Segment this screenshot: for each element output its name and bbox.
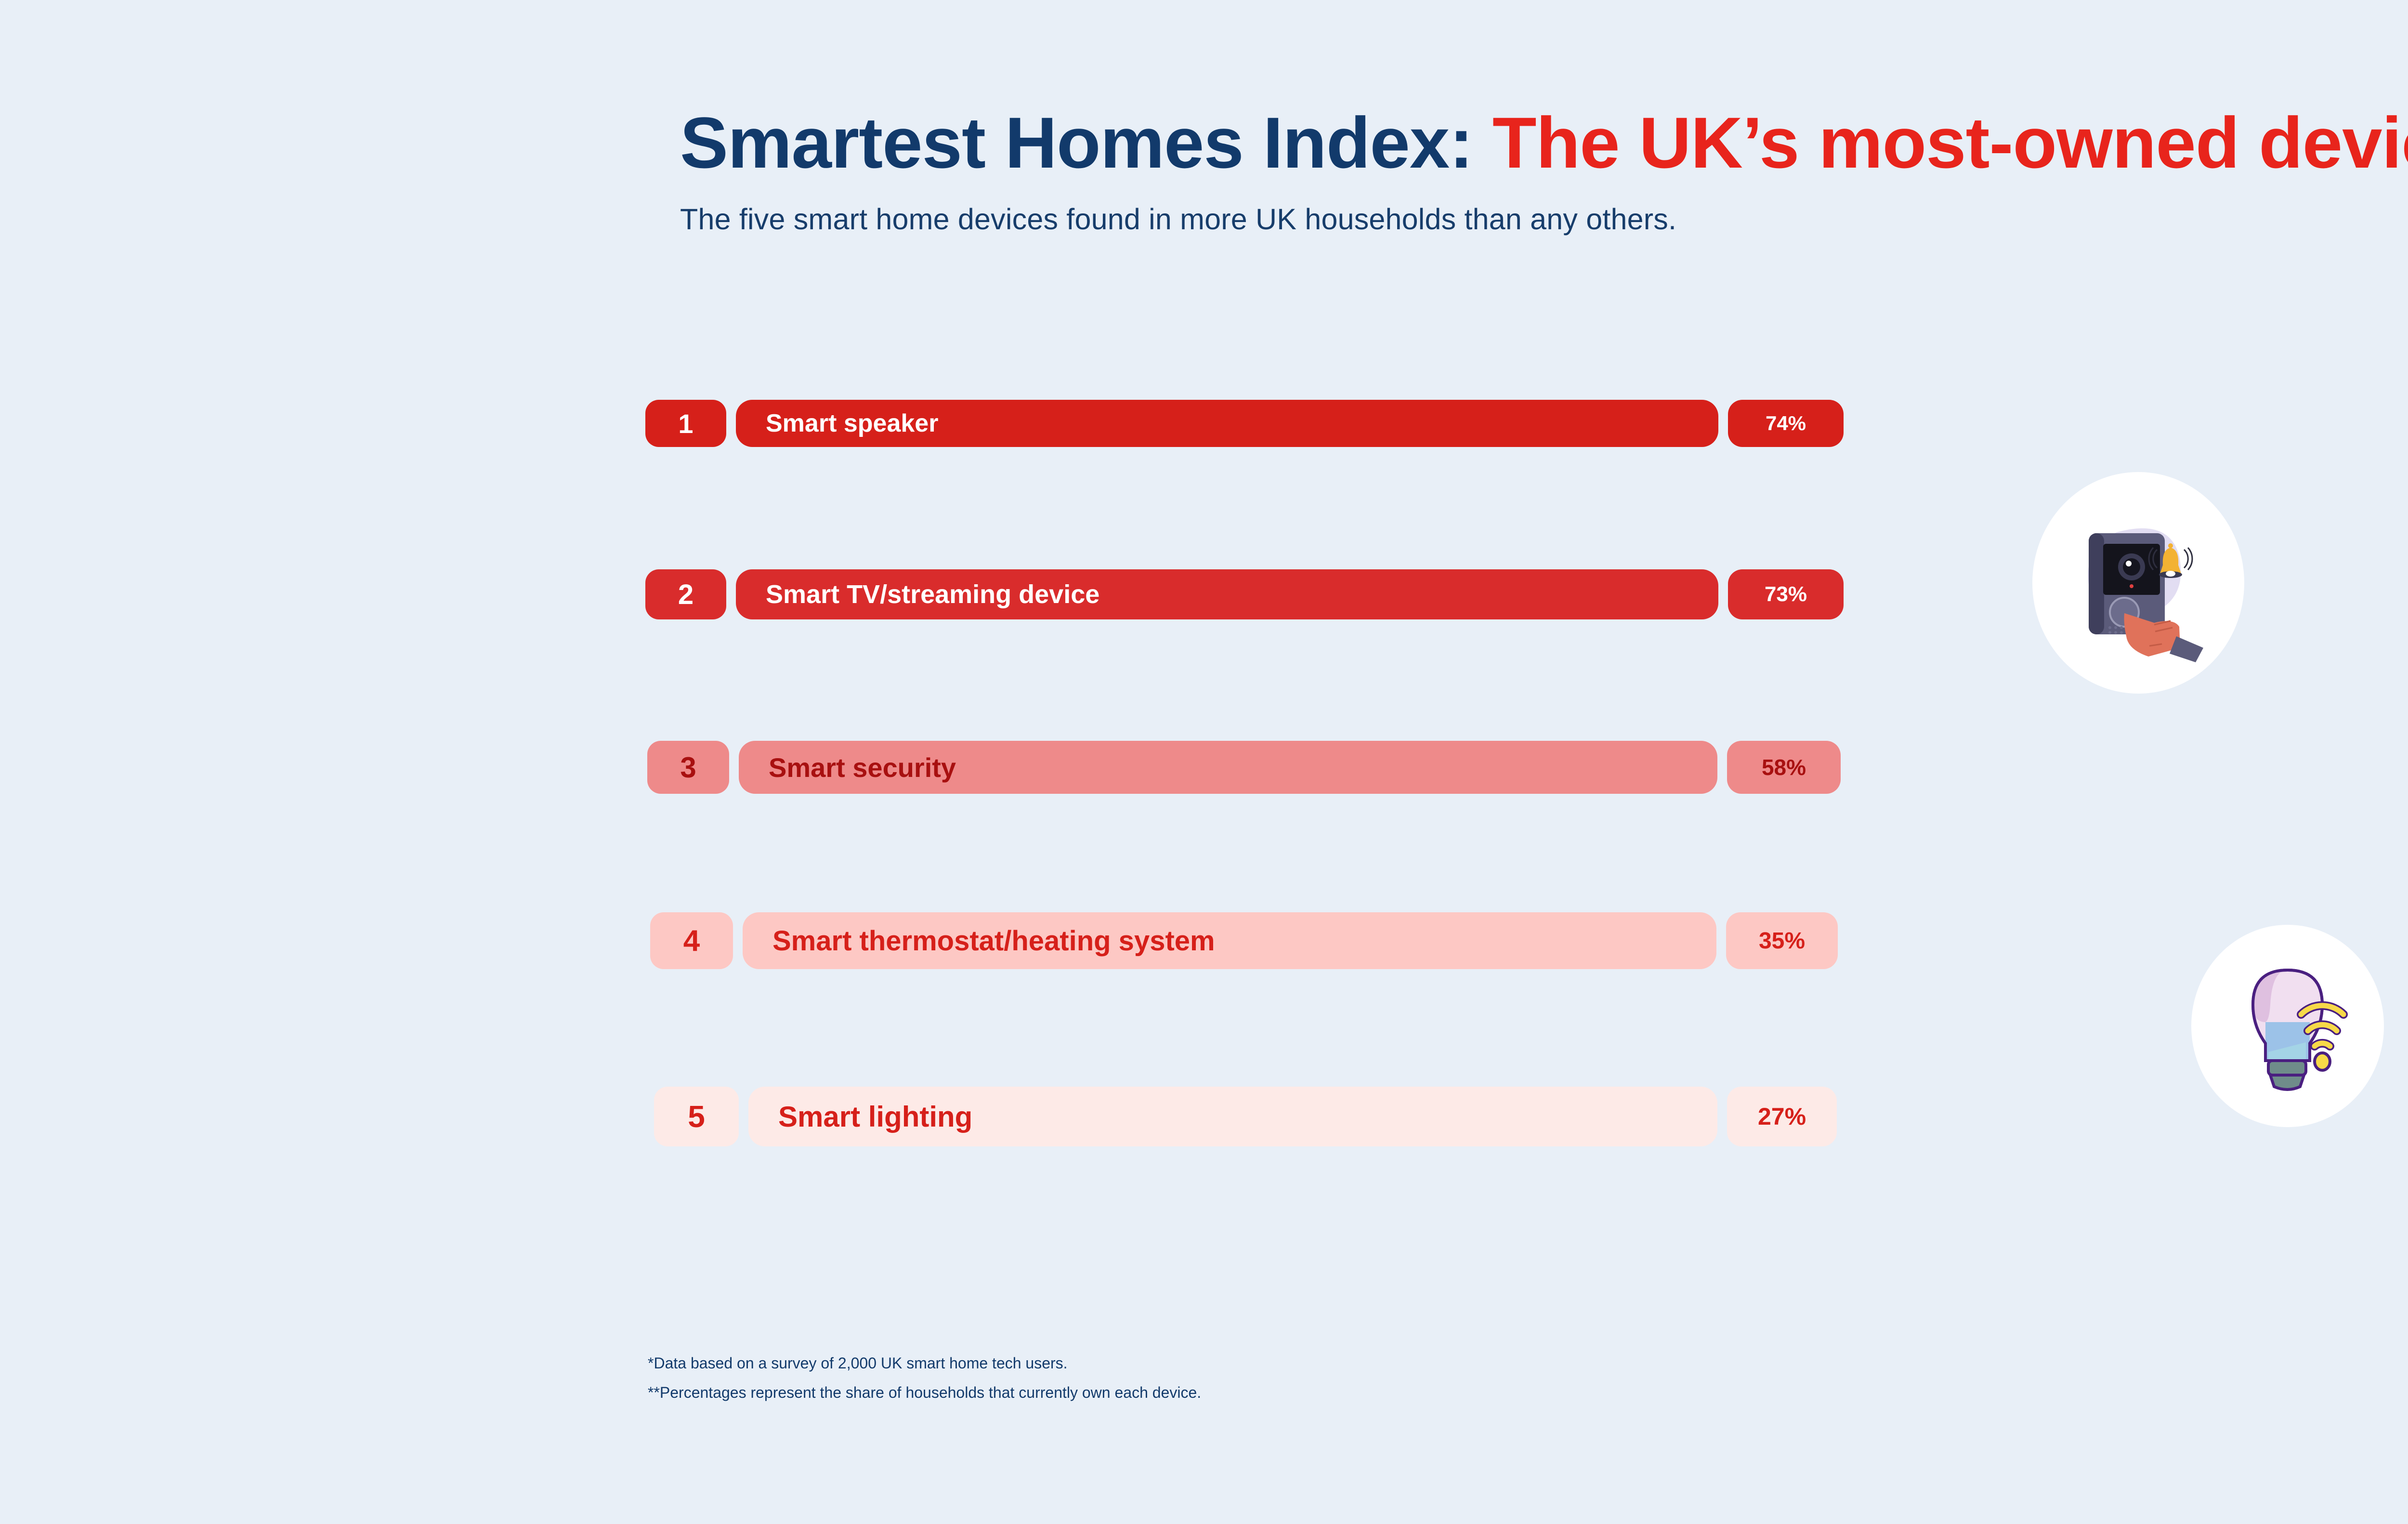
device-label: Smart thermostat/heating system [772, 925, 1215, 957]
percent-value: 27% [1757, 1103, 1806, 1130]
smart-bulb-icon [2251, 968, 2348, 1091]
ranking-row: 3 Smart security 58% [645, 741, 1841, 794]
footnote-2: **Percentages represent the share of hou… [648, 1383, 1202, 1401]
title-part-1: Smartest Homes Index: [680, 102, 1473, 183]
rank-number: 4 [683, 924, 700, 958]
percent-badge: 74% [1728, 400, 1844, 447]
device-bar: Smart speaker [736, 400, 1718, 447]
device-label: Smart lighting [778, 1100, 973, 1133]
percent-badge: 73% [1728, 569, 1844, 619]
page-subtitle: The five smart home devices found in mor… [680, 202, 1677, 236]
footnotes: *Data based on a survey of 2,000 UK smar… [648, 1349, 1201, 1407]
percent-value: 73% [1764, 582, 1807, 606]
percent-badge: 58% [1727, 741, 1841, 794]
rank-badge: 4 [650, 912, 733, 969]
rank-badge: 3 [647, 741, 729, 794]
page-title: Smartest Homes Index: The UK’s most-owne… [680, 105, 2408, 181]
rank-number: 5 [688, 1099, 705, 1134]
rank-badge: 2 [645, 569, 726, 619]
device-bar: Smart TV/streaming device [736, 569, 1718, 619]
video-doorbell-icon [2088, 528, 2203, 662]
ranking-row: 5 Smart lighting 27% [645, 1087, 1837, 1146]
rank-number: 3 [680, 751, 696, 784]
ranking-row: 1 Smart speaker 74% [645, 400, 1844, 447]
hand-icon [2124, 613, 2203, 662]
percent-badge: 35% [1726, 912, 1838, 969]
percent-badge: 27% [1727, 1087, 1837, 1146]
title-part-2: The UK’s most-owned devices [1492, 102, 2408, 183]
device-bar: Smart security [739, 741, 1717, 794]
rank-badge: 1 [645, 400, 726, 447]
percent-value: 58% [1761, 755, 1806, 780]
device-bar: Smart lighting [748, 1087, 1717, 1146]
smart-bulb-illustration [2191, 925, 2384, 1127]
video-doorbell-illustration [2032, 472, 2244, 694]
device-label: Smart security [769, 752, 956, 783]
rank-number: 1 [678, 408, 694, 439]
ranking-row: 4 Smart thermostat/heating system 35% [645, 912, 1838, 969]
illustration-cluster: 72 [1999, 212, 2408, 1272]
rank-badge: 5 [654, 1087, 739, 1146]
ranking-row: 2 Smart TV/streaming device 73% [645, 569, 1844, 619]
ranking-list: 1 Smart speaker 74% 2 Smart TV/streaming dev… [645, 400, 1975, 1248]
device-label: Smart TV/streaming device [766, 580, 1100, 609]
header: Smartest Homes Index: The UK’s most-owne… [680, 105, 2408, 236]
rank-number: 2 [678, 578, 694, 610]
percent-value: 74% [1765, 412, 1806, 434]
device-label: Smart speaker [766, 409, 939, 437]
footnote-1: *Data based on a survey of 2,000 UK smar… [648, 1354, 1068, 1372]
bell-icon [2148, 543, 2193, 578]
wifi-waves-icon [2297, 1001, 2348, 1072]
percent-value: 35% [1758, 928, 1806, 954]
device-bar: Smart thermostat/heating system [743, 912, 1716, 969]
